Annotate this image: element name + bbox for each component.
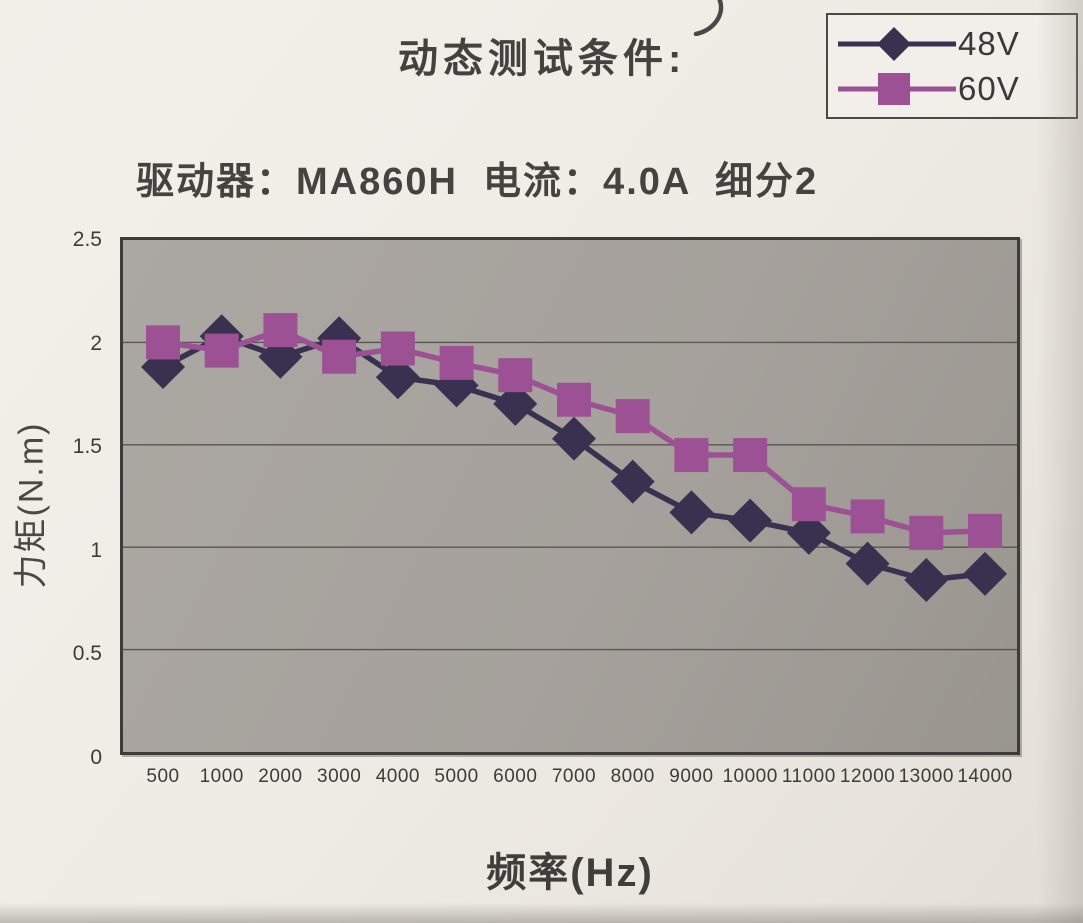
legend-label-60v: 60V	[958, 69, 1020, 107]
y-tick-label: 2	[90, 331, 102, 355]
legend: 48V 60V	[826, 13, 1078, 119]
data-point-60v	[439, 345, 474, 380]
x-tick-label: 5000	[434, 766, 479, 787]
y-tick-label: 1.5	[72, 435, 102, 459]
data-point-48v	[552, 416, 596, 461]
y-tick-label: 0	[90, 746, 102, 769]
x-tick-label: 11000	[781, 766, 836, 787]
x-tick-label: 10000	[722, 766, 778, 787]
chart-title: 动态测试条件:	[398, 37, 687, 81]
x-tick-label: 7000	[551, 766, 597, 787]
x-tick-label: 12000	[839, 766, 896, 787]
chart-subtitle: 驱动器：MA860H 电流：4.0A 细分2	[136, 161, 819, 203]
data-point-60v	[791, 487, 826, 522]
x-tick-labels: 500 1000 2000 3000 4000 5000 6000 7000 8000 9000 1…	[120, 766, 1020, 794]
x-tick-label: 4000	[375, 766, 420, 787]
data-point-60v	[322, 339, 357, 374]
x-tick-label: 9000	[669, 766, 714, 787]
legend-marker-48v-icon	[838, 26, 956, 61]
y-tick-label: 0.5	[72, 642, 102, 666]
data-point-48v	[493, 381, 538, 426]
data-point-60v	[263, 313, 298, 348]
x-tick-label: 8000	[610, 766, 655, 787]
page-edge-shadow	[1037, 0, 1083, 923]
plot-area	[120, 237, 1020, 755]
data-point-48v	[669, 490, 714, 535]
x-tick-label: 6000	[493, 766, 538, 787]
x-tick-label: 1000	[199, 766, 244, 787]
data-point-60v	[674, 438, 709, 473]
data-point-60v	[850, 499, 885, 534]
data-point-60v	[909, 515, 944, 550]
data-point-60v	[733, 438, 768, 473]
data-point-48v	[610, 459, 655, 504]
data-point-60v	[968, 513, 1002, 548]
y-tick-label: 2.5	[72, 228, 102, 251]
data-point-48v	[728, 498, 773, 543]
x-tick-label: 500	[146, 766, 180, 787]
legend-marker-60v-icon	[838, 72, 956, 105]
data-point-48v	[963, 551, 1007, 596]
data-point-48v	[904, 557, 949, 602]
data-point-48v	[434, 363, 479, 408]
legend-row: 48V	[836, 25, 1066, 63]
stray-mark	[693, 0, 724, 36]
x-tick-label: 3000	[317, 766, 362, 787]
plot-svg	[123, 313, 1017, 651]
legend-label-48v: 48V	[958, 24, 1020, 62]
data-point-48v	[375, 355, 420, 400]
data-point-48v	[317, 316, 362, 361]
page-bottom-shadow	[0, 903, 1083, 923]
data-point-60v	[146, 325, 180, 360]
y-tick-labels: 0 0.5 1 1.5 2 2.5	[42, 228, 110, 769]
data-point-60v	[204, 333, 239, 368]
legend-row: 60V	[836, 70, 1066, 108]
x-axis-title: 频率(Hz)	[486, 851, 654, 895]
x-tick-label: 14000	[957, 766, 1013, 787]
data-point-48v	[845, 541, 890, 586]
data-point-60v	[557, 382, 591, 417]
data-point-60v	[498, 358, 533, 393]
data-point-48v	[786, 510, 831, 555]
y-tick-label: 1	[90, 538, 102, 562]
x-tick-label: 2000	[258, 766, 303, 787]
data-point-60v	[615, 399, 650, 434]
data-point-60v	[380, 331, 415, 366]
x-tick-label: 13000	[898, 766, 954, 787]
